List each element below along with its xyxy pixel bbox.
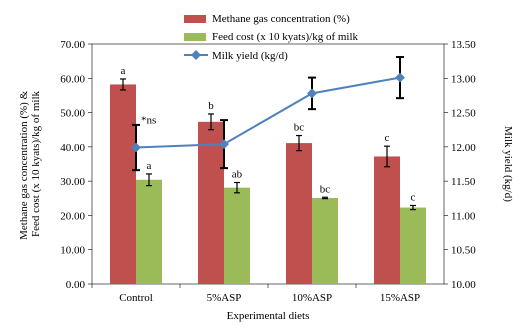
left-axis-tick-label: 60.00: [60, 73, 85, 85]
legend-label-milk-yield: Milk yield (kg/d): [212, 50, 288, 62]
right-axis-tick-label: 13.50: [451, 39, 476, 51]
significance-letter: a: [147, 160, 152, 172]
left-axis-tick-label: 50.00: [60, 108, 85, 120]
significance-letter: bc: [294, 122, 305, 134]
milk-yield-line: [135, 76, 401, 149]
legend-swatch-methane: [184, 15, 206, 23]
annotation-label: *ns: [141, 115, 156, 127]
legend-label-feed-cost: Feed cost (x 10 kyats)/kg of milk: [212, 31, 359, 43]
legend: Methane gas concentration (%) Feed cost …: [184, 13, 359, 62]
x-axis-ticks: Control 5%ASP 10%ASP 15%ASP: [91, 284, 420, 304]
right-axis-ticks: 10.00 10.50 11.00 11.50 12.00 12.50 13.00 13.50: [444, 39, 476, 291]
left-axis-tick-label: 20.00: [60, 210, 85, 222]
left-axis-ticks: 0.00 10.00 20.00 30.00 40.00 50.00 60.00 70.00: [60, 39, 92, 291]
left-axis-title: Methane gas concentration (%) & Feed cos…: [18, 88, 42, 240]
left-axis-tick-label: 70.00: [60, 39, 85, 51]
significance-letter: c: [411, 191, 416, 203]
right-axis-tick-label: 13.00: [451, 73, 476, 85]
x-axis-tick-label: Control: [119, 292, 153, 304]
right-axis-tick-label: 10.00: [451, 279, 476, 291]
left-axis-tick-label: 40.00: [60, 142, 85, 154]
legend-marker-milk-yield: [191, 50, 201, 60]
bar: [110, 84, 136, 284]
x-axis-tick-label: 5%ASP: [207, 292, 242, 304]
milk-yield-point: [219, 139, 229, 150]
left-axis-title-line-2: Feed cost (x 10 kyats)/kg of milk: [30, 90, 42, 237]
left-axis-tick-label: 30.00: [60, 176, 85, 188]
bar: [136, 179, 162, 284]
significance-letter: ab: [232, 169, 243, 181]
right-axis-title: Milk yield (kg/d): [502, 126, 514, 202]
legend-label-methane: Methane gas concentration (%): [212, 13, 350, 25]
significance-letter: bc: [320, 183, 331, 195]
x-axis-tick-label: 15%ASP: [380, 292, 420, 304]
bar: [374, 156, 400, 284]
legend-swatch-feed-cost: [184, 33, 206, 41]
bar: [312, 197, 338, 284]
left-axis-tick-label: 0.00: [66, 279, 86, 291]
right-axis-tick-label: 12.00: [451, 142, 476, 154]
bar: [400, 207, 426, 284]
left-axis-title-line-1: Methane gas concentration (%) &: [18, 90, 30, 239]
significance-letter: a: [121, 65, 126, 77]
significance-letter: c: [385, 132, 390, 144]
right-axis-tick-label: 11.00: [451, 210, 476, 222]
right-axis-tick-label: 12.50: [451, 108, 476, 120]
significance-letter: b: [208, 100, 214, 112]
bar: [286, 143, 312, 284]
bar: [198, 121, 224, 284]
left-axis-tick-label: 10.00: [60, 245, 85, 257]
x-axis-title: Experimental diets: [227, 310, 310, 322]
x-axis-tick-label: 10%ASP: [292, 292, 332, 304]
right-axis-tick-label: 11.50: [451, 176, 476, 188]
bar: [224, 187, 250, 284]
right-axis-tick-label: 10.50: [451, 245, 476, 257]
milk-yield-point: [131, 142, 141, 153]
